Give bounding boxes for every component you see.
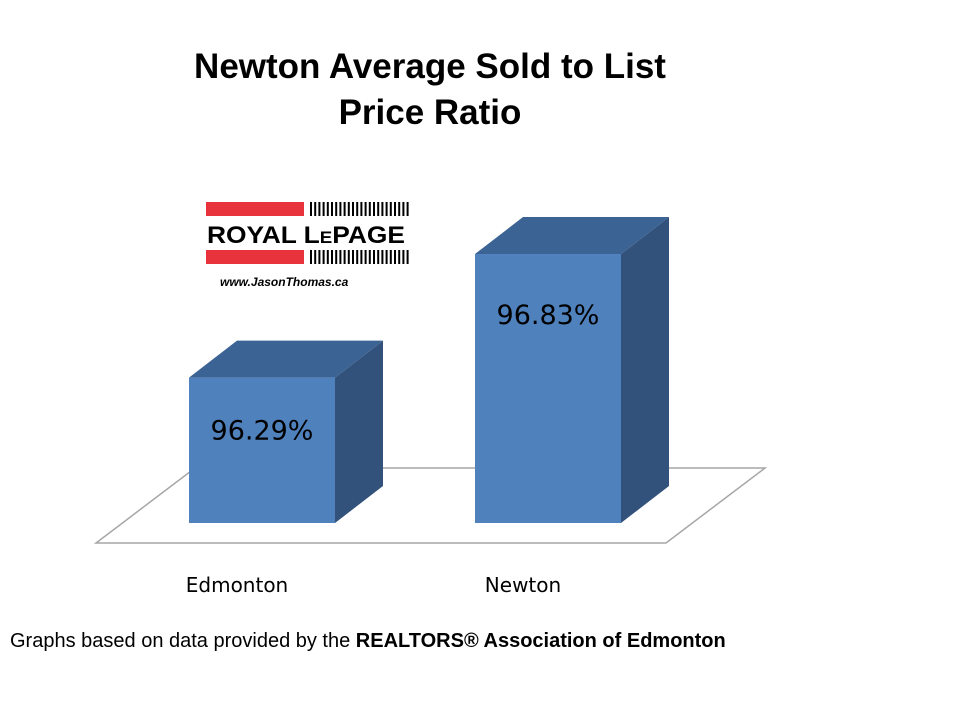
category-label-newton: Newton — [485, 573, 561, 597]
category-label-edmonton: Edmonton — [186, 573, 288, 597]
barcode-stripe — [402, 250, 405, 264]
barcode-stripe — [335, 250, 338, 264]
barcode-stripe — [406, 250, 409, 264]
data-label-edmonton: 96.29% — [211, 416, 314, 447]
barcode-stripe — [364, 202, 367, 216]
barcode-stripe — [368, 202, 371, 216]
barcode-stripe — [360, 202, 363, 216]
barcode-stripe — [326, 202, 329, 216]
bar-newton: 96.83% — [475, 217, 669, 523]
barcode-stripe — [394, 250, 396, 264]
barcode-stripe — [406, 202, 409, 216]
barcode-stripe — [347, 202, 350, 216]
royal-lepage-logo: ROYAL L EPAGE www.JasonThomas.ca — [206, 202, 409, 289]
barcode-stripe — [322, 250, 325, 264]
logo-brand-text: ROYAL L EPAGE — [207, 222, 405, 249]
logo-barcode-top — [310, 202, 409, 216]
bar-group: 96.29% 96.83% — [189, 217, 669, 523]
barcode-stripe — [356, 250, 359, 264]
barcode-stripe — [356, 202, 359, 216]
logo-website: www.JasonThomas.ca — [220, 275, 349, 289]
logo-red-bar-bottom — [206, 250, 304, 264]
barcode-stripe — [314, 202, 317, 216]
barcode-stripe — [343, 202, 346, 216]
barcode-stripe — [389, 250, 392, 264]
bar-side-newton — [621, 217, 669, 523]
barcode-stripe — [318, 250, 321, 264]
barcode-stripe — [326, 250, 329, 264]
barcode-stripe — [347, 250, 350, 264]
barcode-stripe — [360, 250, 363, 264]
barcode-stripe — [385, 250, 388, 264]
title-line-2: Price Ratio — [338, 93, 522, 132]
barcode-stripe — [318, 202, 321, 216]
logo-red-bar-top — [206, 202, 304, 216]
source-footnote: Graphs based on data provided by the REA… — [10, 630, 726, 653]
barcode-stripe — [402, 202, 405, 216]
barcode-stripe — [364, 250, 367, 264]
barcode-stripe — [385, 202, 388, 216]
bar-top-newton — [475, 217, 669, 255]
data-label-newton: 96.83% — [497, 300, 600, 331]
barcode-stripe — [381, 202, 384, 216]
barcode-stripe — [331, 202, 333, 216]
footer-prefix: Graphs based on data provided by the — [10, 630, 356, 652]
bar-edmonton: 96.29% — [189, 340, 383, 523]
bar-front-newton — [475, 254, 621, 523]
chart-title: Newton Average Sold to List Price Ratio — [130, 44, 730, 136]
barcode-stripe — [373, 202, 375, 216]
barcode-stripe — [398, 250, 401, 264]
barcode-stripe — [331, 250, 333, 264]
barcode-stripe — [381, 250, 384, 264]
bar-front-edmonton — [189, 377, 335, 523]
barcode-stripe — [398, 202, 401, 216]
barcode-stripe — [373, 250, 375, 264]
barcode-stripe — [339, 202, 342, 216]
bar-side-edmonton — [335, 340, 383, 523]
barcode-stripe — [310, 202, 312, 216]
barcode-stripe — [310, 250, 312, 264]
barcode-stripe — [335, 202, 338, 216]
barcode-stripe — [394, 202, 396, 216]
title-line-1: Newton Average Sold to List — [194, 47, 666, 86]
footer-source: REALTORS® Association of Edmonton — [355, 630, 726, 652]
barcode-stripe — [352, 250, 354, 264]
barcode-stripe — [389, 202, 392, 216]
barcode-stripe — [339, 250, 342, 264]
barcode-stripe — [377, 250, 380, 264]
barcode-stripe — [314, 250, 317, 264]
bar-top-edmonton — [189, 340, 383, 378]
barcode-stripe — [343, 250, 346, 264]
barcode-stripe — [377, 202, 380, 216]
barcode-stripe — [322, 202, 325, 216]
barcode-stripe — [368, 250, 371, 264]
logo-barcode-bottom — [310, 250, 409, 264]
barcode-stripe — [352, 202, 354, 216]
